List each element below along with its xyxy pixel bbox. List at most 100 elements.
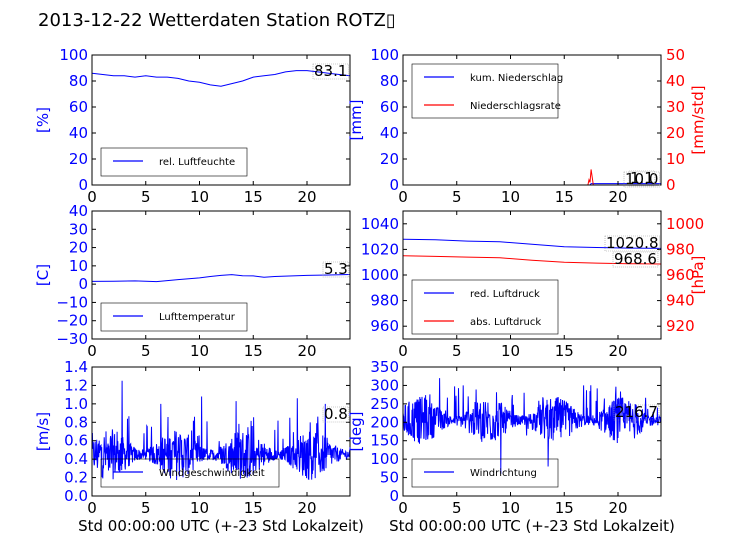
legend-label: Niederschlagsrate <box>470 101 561 112</box>
legend-box <box>411 279 559 335</box>
y2-tick-label: 980 <box>666 240 695 258</box>
y-tick-label: 80 <box>380 72 399 90</box>
value-label: 5.3 <box>324 260 348 278</box>
figure-title: 2013-12-22 Wetterdaten Station ROTZ▯ <box>38 10 396 31</box>
y-tick-label: 0 <box>389 487 399 505</box>
legend-label: abs. Luftdruck <box>470 317 541 328</box>
y2-tick-label: 40 <box>666 72 685 90</box>
x-tick-label: 15 <box>244 499 263 517</box>
y-tick-label: 0 <box>389 176 399 194</box>
y-tick-label: 150 <box>370 432 399 450</box>
chart-panel-middle-right: 0 5 10 15 20 960 980 1000 1020 1040 920 940 960 980 10… <box>361 210 707 360</box>
y-tick-label: 20 <box>380 150 399 168</box>
chart-panel-top-right: 0 5 10 15 20 0 20 40 60 80 100 0 10 20 30 40 50 [mm/std] [… <box>347 46 707 206</box>
y-tick-label: 0.2 <box>64 469 88 487</box>
value-label-box <box>322 406 350 423</box>
value-label-box <box>612 251 659 268</box>
y2-axis-label: [mm/std] <box>689 85 707 154</box>
axes-frame-bottom-left <box>91 366 351 497</box>
y2-tick-label: 20 <box>666 124 685 142</box>
y2-tick-label: 940 <box>666 292 695 310</box>
x-tick-label: 10 <box>190 342 209 360</box>
y-axis-label: [deg] <box>347 412 365 452</box>
x-tick-label: 5 <box>452 499 462 517</box>
series-line-top-right-1 <box>403 169 661 186</box>
y-tick-label: 0 <box>78 275 88 293</box>
value-label-box <box>628 170 656 187</box>
x-tick-label: 5 <box>141 188 151 206</box>
x-tick-label: 10 <box>501 499 520 517</box>
x-tick-label: 10 <box>190 499 209 517</box>
y-tick-label: −30 <box>56 330 88 348</box>
value-label-box <box>623 171 660 188</box>
y-tick-label: 250 <box>370 395 399 413</box>
axes-frame-top-right <box>402 54 662 186</box>
y2-tick-label: 10 <box>666 150 685 168</box>
x-tick-label: 20 <box>297 499 316 517</box>
x-tick-label: 20 <box>608 499 627 517</box>
x-tick-label: 15 <box>555 188 574 206</box>
legend-label: Windrichtung <box>470 468 537 479</box>
y-tick-label: 20 <box>69 239 88 257</box>
axes-frame-bottom-right <box>402 366 662 497</box>
x-tick-label: 15 <box>555 342 574 360</box>
value-label: 0.8 <box>324 405 348 423</box>
y-tick-label: 0.4 <box>64 450 88 468</box>
y-tick-label: 40 <box>69 202 88 220</box>
chart-panel-top-left: 0 5 10 15 20 0 20 40 60 80 100 [%] rel. Luftfeuchte 8… <box>34 46 351 206</box>
legend-label: Windgeschwindigkeit <box>159 468 265 479</box>
legend-box <box>411 458 559 488</box>
x-tick-label: 0 <box>87 499 97 517</box>
y-tick-label: 10 <box>69 257 88 275</box>
x-tick-label: 10 <box>501 188 520 206</box>
y-tick-label: 980 <box>370 292 399 310</box>
y-tick-label: −20 <box>56 312 88 330</box>
legend-box <box>100 147 248 177</box>
y2-tick-label: 960 <box>666 266 695 284</box>
x-axis-label: Std 00:00:00 UTC (+-23 Std Lokalzeit) <box>78 517 364 535</box>
x-tick-label: 5 <box>452 342 462 360</box>
value-label: 1.1 <box>630 169 654 187</box>
x-tick-label: 15 <box>244 342 263 360</box>
series-line-middle-left-0 <box>91 274 351 283</box>
x-tick-label: 15 <box>244 188 263 206</box>
legend-label: Lufttemperatur <box>159 312 236 323</box>
y2-tick-label: 920 <box>666 317 695 335</box>
value-label: 83.1 <box>314 62 347 80</box>
chart-panel-bottom-left: 0 5 10 15 200.00.20.40.60.81.01.21.4[m/s]Std… <box>34 358 364 535</box>
series-line-top-left-0 <box>91 70 351 87</box>
x-tick-label: 0 <box>398 188 408 206</box>
x-tick-label: 10 <box>190 188 209 206</box>
y-tick-label: −10 <box>56 293 88 311</box>
legend-box <box>100 302 248 332</box>
series-line-bottom-right-0 <box>402 378 662 474</box>
value-label: 968.6 <box>614 250 657 268</box>
y2-tick-label: 0 <box>666 176 676 194</box>
axes-frame-top-left <box>91 54 351 186</box>
x-tick-label: 20 <box>608 342 627 360</box>
y-tick-label: 20 <box>69 150 88 168</box>
x-tick-label: 20 <box>608 188 627 206</box>
chart-panel-middle-left: 0 5 10 15 20−30−20−10010203040[C]Lufttempera… <box>34 202 351 360</box>
y-tick-label: 1040 <box>361 215 399 233</box>
x-tick-label: 20 <box>297 188 316 206</box>
x-tick-label: 0 <box>87 188 97 206</box>
y-tick-label: 0.0 <box>64 487 88 505</box>
value-label-box <box>613 404 660 421</box>
y-tick-label: 300 <box>370 376 399 394</box>
series-line-bottom-left-0 <box>91 380 351 481</box>
y-tick-label: 960 <box>370 317 399 335</box>
y2-tick-label: 1000 <box>666 215 704 233</box>
legend-label: rel. Luftfeuchte <box>159 157 235 168</box>
legend-label: red. Luftdruck <box>470 289 540 300</box>
y-tick-label: 350 <box>370 358 399 376</box>
x-tick-label: 5 <box>141 342 151 360</box>
y-tick-label: 0.6 <box>64 432 88 450</box>
y-tick-label: 0 <box>78 176 88 194</box>
y-tick-label: 40 <box>69 124 88 142</box>
y-tick-label: 60 <box>69 98 88 116</box>
y-tick-label: 80 <box>69 72 88 90</box>
x-tick-label: 0 <box>398 499 408 517</box>
